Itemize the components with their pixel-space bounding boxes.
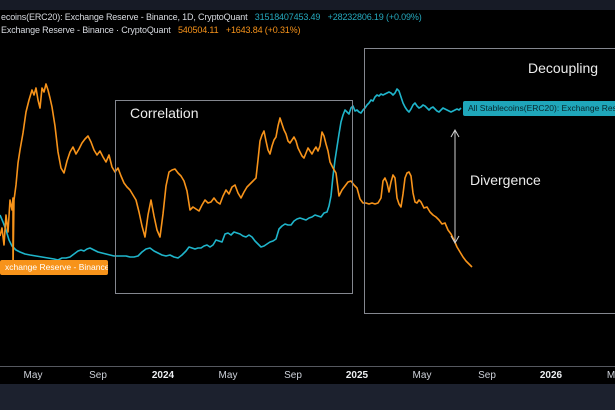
time-tick-may: May: [412, 370, 432, 381]
time-tick-2024: 2024: [151, 370, 175, 381]
time-tick-2026: 2026: [539, 370, 563, 381]
series-change-exchange-reserve: +1643.84 (+0.31%): [225, 25, 301, 35]
bottom-panel: [0, 384, 615, 410]
chart-plot-area[interactable]: [0, 0, 615, 366]
legend-row-stablecoins[interactable]: ecoins(ERC20): Exchange Reserve - Binanc…: [1, 11, 422, 24]
divergence-arrow: [450, 128, 460, 245]
time-axis[interactable]: May Sep 2024 May Sep 2025 May Sep 2026 M: [0, 368, 615, 384]
correlation-label: Correlation: [130, 105, 199, 121]
time-tick-sep: Sep: [89, 370, 107, 381]
series-line-1: [0, 83, 473, 271]
decoupling-label: Decoupling: [528, 60, 599, 76]
time-tick-may: May: [23, 370, 43, 381]
series-value-stablecoins: 31518407453.49: [254, 12, 321, 22]
divergence-label: Divergence: [470, 172, 541, 188]
time-tick-2025: 2025: [345, 370, 369, 381]
decoupling-box[interactable]: [364, 48, 615, 314]
correlation-box[interactable]: [115, 100, 353, 294]
series-title-exchange-reserve: Exchange Reserve - Binance · CryptoQuant: [1, 25, 171, 35]
time-tick-sep: Sep: [284, 370, 302, 381]
series-value-exchange-reserve: 540504.11: [177, 25, 219, 35]
cyan-series-price-badge: All Stablecoins(ERC20): Exchange Rese: [463, 101, 615, 116]
x-axis-line: [0, 366, 615, 367]
series-title-stablecoins: ecoins(ERC20): Exchange Reserve - Binanc…: [1, 12, 248, 22]
series-change-stablecoins: +28232806.19 (+0.09%): [327, 12, 422, 22]
orange-series-price-badge: xchange Reserve - Binance: [0, 260, 108, 275]
legend: ecoins(ERC20): Exchange Reserve - Binanc…: [1, 11, 422, 37]
time-tick-may: May: [218, 370, 238, 381]
time-tick-sep: Sep: [478, 370, 496, 381]
top-toolbar: [0, 0, 615, 10]
time-tick-m: M: [606, 370, 615, 381]
series-line-0: [0, 88, 462, 261]
legend-row-exchange-reserve[interactable]: Exchange Reserve - Binance · CryptoQuant…: [1, 24, 422, 37]
